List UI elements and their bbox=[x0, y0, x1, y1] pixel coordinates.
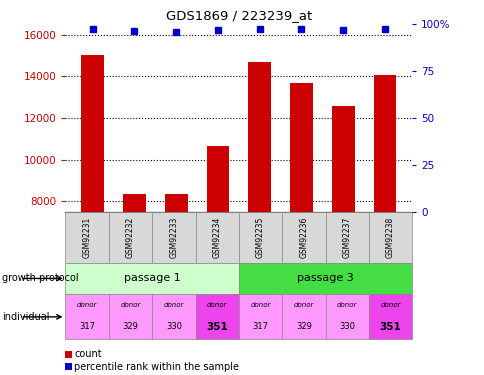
Bar bbox=[368, 212, 411, 262]
Text: 330: 330 bbox=[338, 322, 354, 331]
Text: GSM92237: GSM92237 bbox=[342, 216, 351, 258]
Bar bbox=[65, 212, 108, 262]
Bar bbox=[108, 294, 152, 339]
Text: 329: 329 bbox=[122, 322, 138, 331]
Bar bbox=[195, 212, 238, 262]
Text: donor: donor bbox=[379, 302, 400, 308]
Text: 351: 351 bbox=[206, 322, 227, 332]
Bar bbox=[331, 106, 354, 368]
Text: GSM92234: GSM92234 bbox=[212, 216, 221, 258]
Text: passage 3: passage 3 bbox=[297, 273, 353, 284]
Text: individual: individual bbox=[2, 312, 50, 322]
Text: donor: donor bbox=[77, 302, 97, 308]
Bar bbox=[373, 75, 395, 368]
Text: GSM92235: GSM92235 bbox=[256, 216, 264, 258]
Text: count: count bbox=[74, 350, 102, 359]
Text: donor: donor bbox=[207, 302, 227, 308]
Text: GSM92233: GSM92233 bbox=[169, 216, 178, 258]
Text: 330: 330 bbox=[166, 322, 182, 331]
Bar bbox=[282, 212, 325, 262]
Bar bbox=[195, 294, 238, 339]
Title: GDS1869 / 223239_at: GDS1869 / 223239_at bbox=[166, 9, 311, 22]
Bar bbox=[152, 294, 195, 339]
Text: 351: 351 bbox=[379, 322, 401, 332]
Bar bbox=[65, 294, 108, 339]
Bar bbox=[238, 294, 282, 339]
Bar bbox=[248, 62, 271, 368]
Bar bbox=[123, 194, 146, 368]
Text: 317: 317 bbox=[79, 322, 95, 331]
Text: growth protocol: growth protocol bbox=[2, 273, 79, 284]
Bar bbox=[206, 146, 229, 368]
Text: 317: 317 bbox=[252, 322, 268, 331]
Bar bbox=[282, 294, 325, 339]
Bar bbox=[325, 294, 368, 339]
Bar bbox=[238, 212, 282, 262]
Bar bbox=[325, 212, 368, 262]
Bar bbox=[238, 262, 411, 294]
Bar bbox=[289, 83, 312, 368]
Text: percentile rank within the sample: percentile rank within the sample bbox=[74, 362, 239, 372]
Bar bbox=[81, 55, 104, 368]
Text: GSM92238: GSM92238 bbox=[385, 217, 394, 258]
Bar bbox=[152, 212, 195, 262]
Text: 329: 329 bbox=[295, 322, 311, 331]
Text: donor: donor bbox=[163, 302, 183, 308]
Text: GSM92236: GSM92236 bbox=[299, 216, 308, 258]
Text: donor: donor bbox=[336, 302, 357, 308]
Text: donor: donor bbox=[293, 302, 314, 308]
Text: passage 1: passage 1 bbox=[123, 273, 180, 284]
Bar bbox=[65, 262, 238, 294]
Bar bbox=[165, 194, 187, 368]
Text: GSM92232: GSM92232 bbox=[126, 217, 135, 258]
Text: GSM92231: GSM92231 bbox=[82, 217, 91, 258]
Bar bbox=[108, 212, 152, 262]
Text: donor: donor bbox=[120, 302, 140, 308]
Text: donor: donor bbox=[250, 302, 270, 308]
Bar bbox=[368, 294, 411, 339]
